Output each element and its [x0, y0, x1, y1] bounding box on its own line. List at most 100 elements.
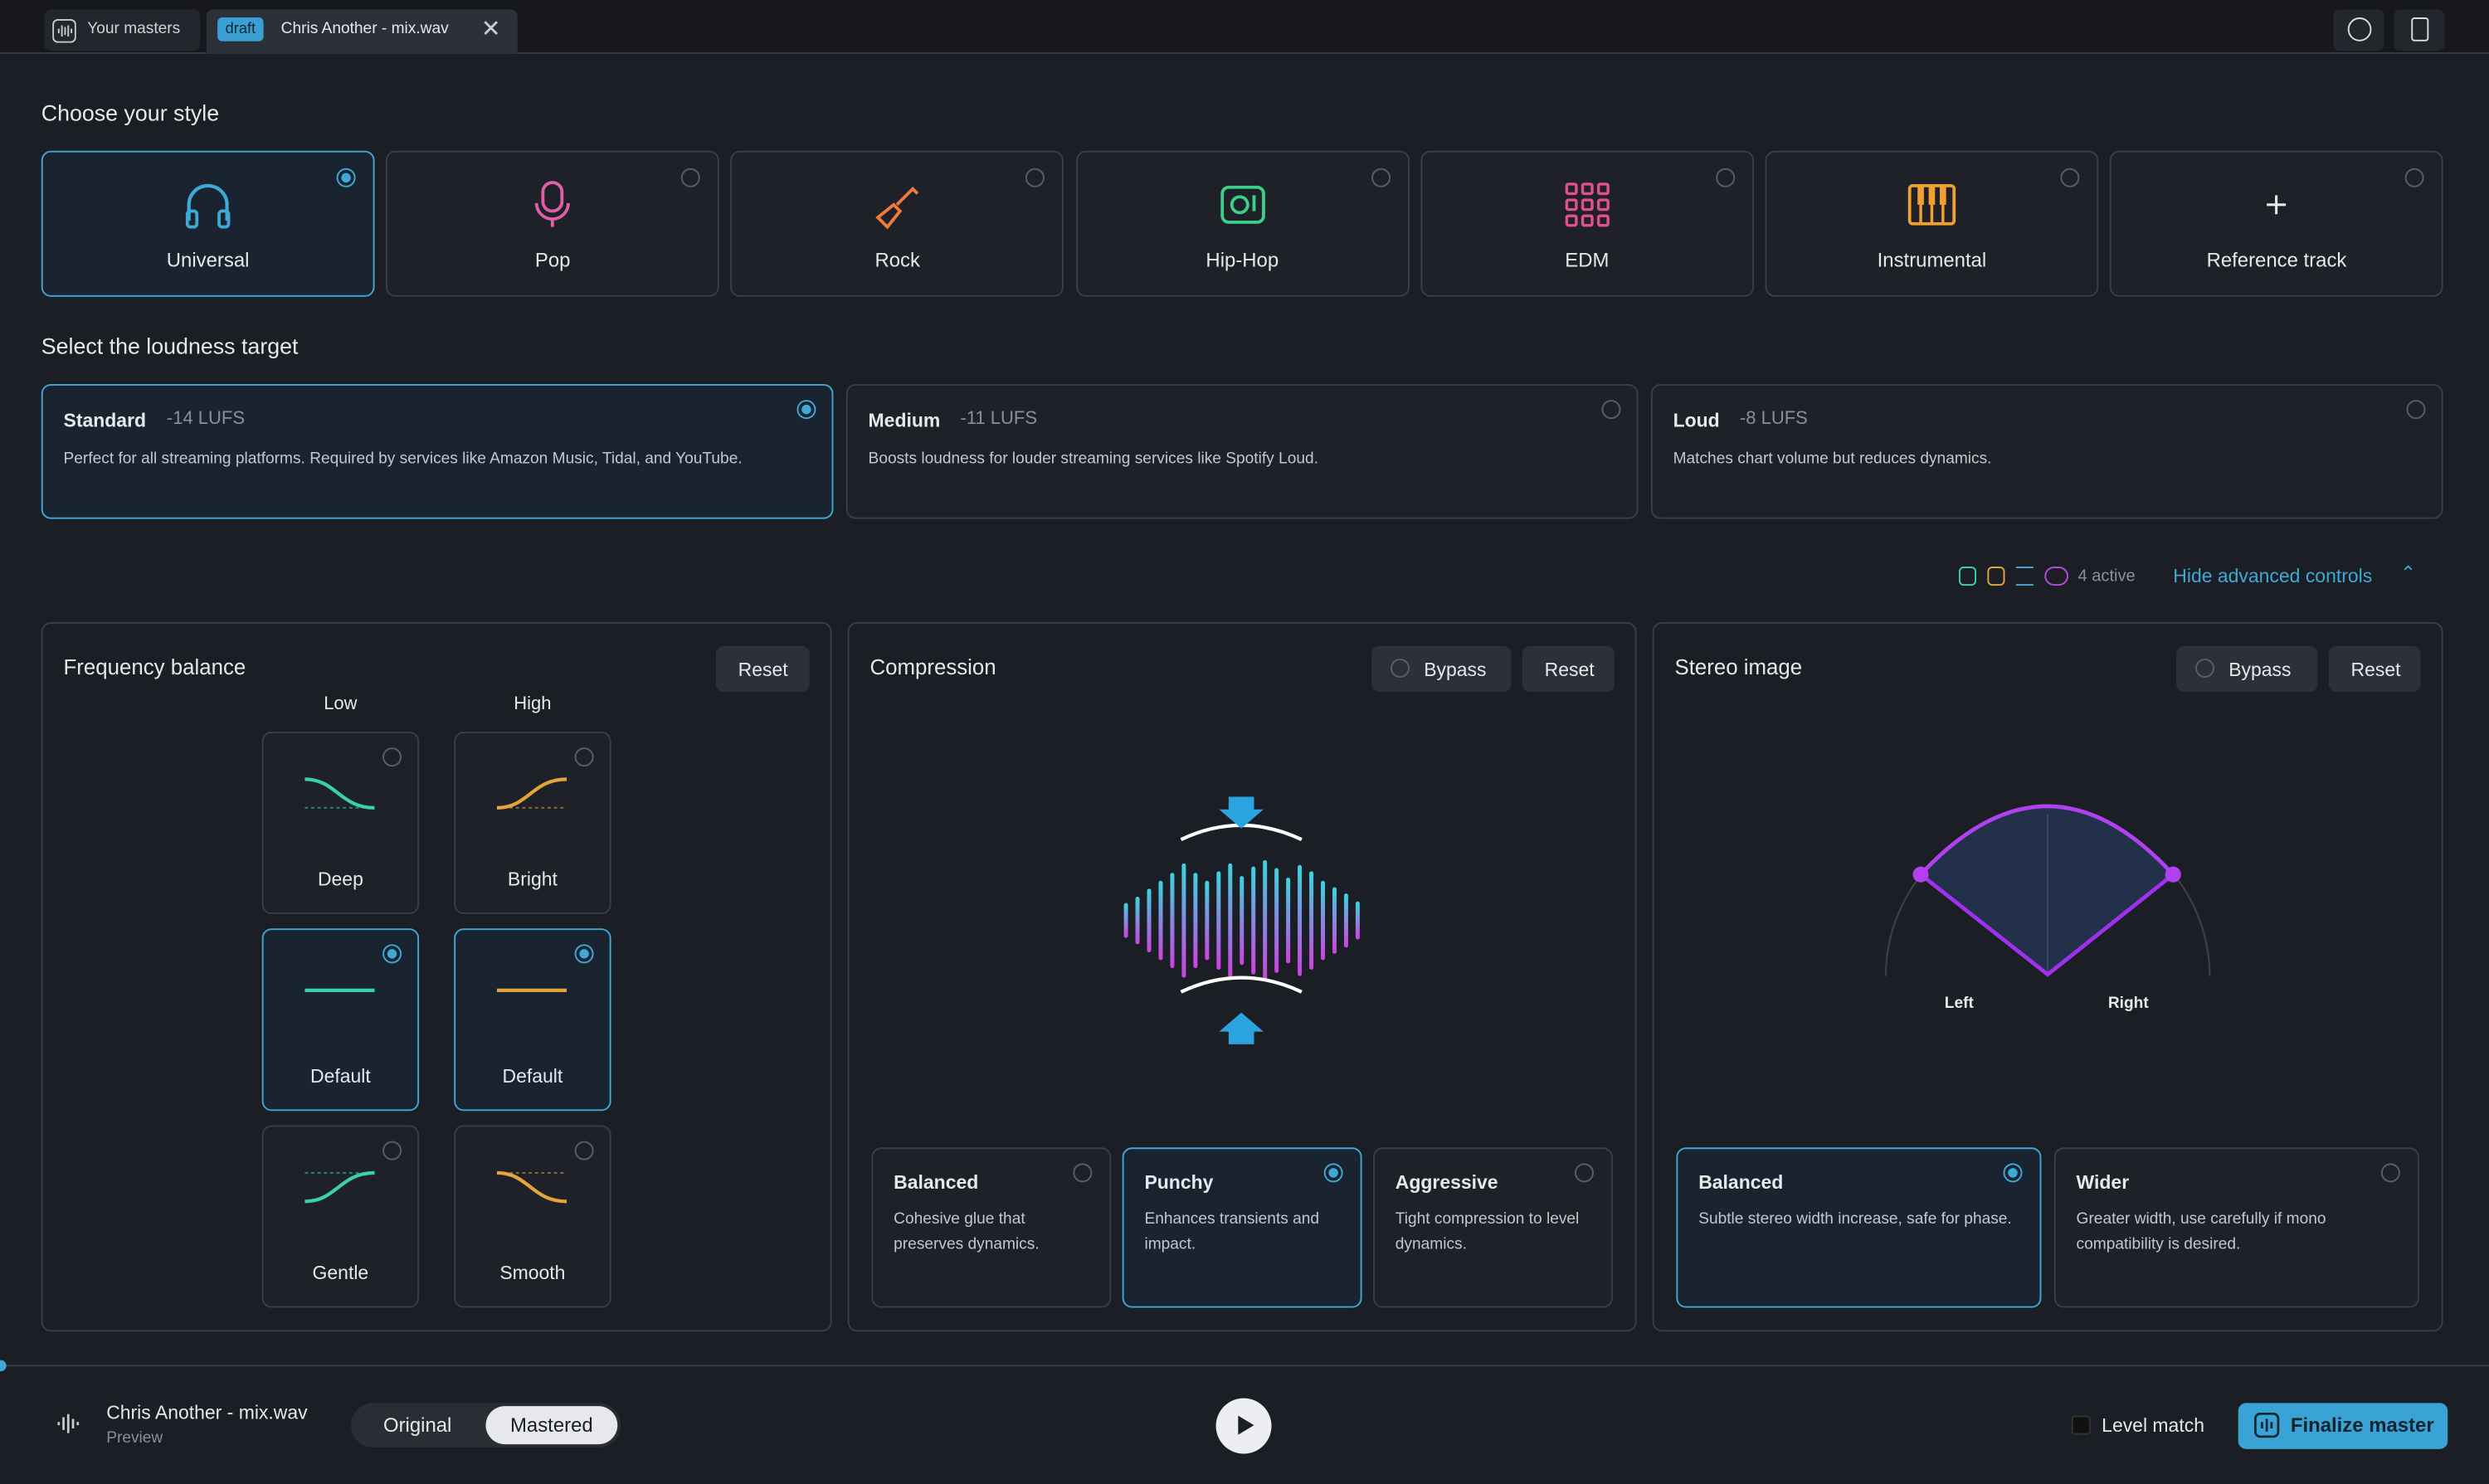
eq-label[interactable]: Bright	[507, 868, 558, 891]
radio[interactable]	[1715, 168, 1735, 187]
radio[interactable]	[1323, 1163, 1343, 1183]
eq-label[interactable]: Default	[310, 1064, 371, 1087]
style-card[interactable]	[730, 150, 1064, 297]
eq-label[interactable]: Gentle	[312, 1262, 369, 1284]
button-label[interactable]: Bypass	[2228, 659, 2292, 681]
style-card[interactable]	[41, 150, 375, 297]
account-icon[interactable]	[2411, 17, 2429, 41]
advanced-toggle[interactable]: Hide advanced controls	[2173, 565, 2373, 587]
radio[interactable]	[1601, 400, 1621, 420]
graphic	[1332, 887, 1337, 954]
radio[interactable]	[382, 747, 402, 767]
finalize-label[interactable]: Finalize master	[2290, 1413, 2434, 1437]
option-card[interactable]	[1676, 1147, 2042, 1308]
style-label[interactable]: Instrumental	[1877, 249, 1987, 272]
radio[interactable]	[796, 400, 816, 420]
seek-handle[interactable]	[0, 1360, 7, 1372]
radio[interactable]	[681, 168, 701, 187]
seek-line[interactable]	[0, 1365, 2489, 1367]
button-label[interactable]: Bypass	[1424, 659, 1487, 681]
button-label[interactable]: Reset	[738, 659, 788, 681]
style-card[interactable]	[1420, 150, 1754, 297]
radio[interactable]	[574, 1141, 594, 1160]
style-card[interactable]	[2110, 150, 2443, 297]
option-card[interactable]	[871, 1147, 1112, 1308]
radio[interactable]	[382, 1141, 402, 1160]
eq-label[interactable]: Deep	[317, 868, 363, 891]
style-label[interactable]: Pop	[534, 249, 571, 272]
option-card[interactable]	[1372, 1147, 1613, 1308]
style-label[interactable]: Hip-Hop	[1206, 249, 1279, 272]
graphic	[1158, 880, 1163, 961]
option-description: Greater width, use carefully if mono com…	[2076, 1210, 2326, 1254]
loudness-card[interactable]	[845, 384, 1639, 519]
option-name[interactable]: Wider	[2076, 1170, 2130, 1194]
radio[interactable]	[382, 944, 402, 964]
radio[interactable]	[574, 944, 594, 964]
bypass-radio[interactable]	[1391, 659, 1410, 678]
option-card[interactable]	[2053, 1147, 2419, 1308]
eq-curve	[496, 963, 567, 1017]
help-icon[interactable]	[2347, 17, 2372, 41]
loudness-name[interactable]: Medium	[868, 409, 941, 432]
loudness-lufs[interactable]: -8 LUFS	[1739, 409, 1808, 429]
eq-card[interactable]	[261, 1125, 420, 1308]
radio[interactable]	[2406, 400, 2426, 420]
radio[interactable]	[2060, 168, 2080, 187]
level-match-label[interactable]: Level match	[2102, 1413, 2204, 1437]
option-name[interactable]: Punchy	[1144, 1170, 1214, 1194]
radio[interactable]	[574, 747, 594, 767]
option-card[interactable]	[1122, 1147, 1362, 1308]
radio[interactable]	[2003, 1163, 2023, 1183]
radio[interactable]	[1371, 168, 1391, 187]
button[interactable]	[2328, 645, 2421, 693]
graphic	[185, 183, 231, 229]
button[interactable]	[1522, 645, 1615, 693]
loudness-lufs[interactable]: -14 LUFS	[166, 409, 246, 429]
radio-dot[interactable]	[801, 404, 811, 415]
mode-label[interactable]: Mastered	[509, 1413, 593, 1437]
panel	[1652, 622, 2443, 1332]
finalize-button[interactable]	[2238, 1403, 2448, 1449]
option-name[interactable]: Balanced	[894, 1170, 979, 1194]
radio[interactable]	[1025, 168, 1045, 187]
bypass-radio[interactable]	[2195, 659, 2215, 678]
loudness-card[interactable]	[41, 384, 834, 519]
option-name[interactable]: Balanced	[1698, 1170, 1784, 1194]
button-label[interactable]: Reset	[1544, 659, 1595, 681]
level-match-checkbox[interactable]	[2071, 1415, 2091, 1435]
style-label[interactable]: Reference track	[2206, 249, 2347, 272]
radio-dot[interactable]	[1328, 1168, 1338, 1178]
home-tab[interactable]	[44, 9, 201, 51]
radio-dot[interactable]	[579, 949, 589, 959]
eq-label[interactable]: Default	[502, 1064, 563, 1087]
account-button[interactable]	[2394, 9, 2445, 51]
button[interactable]	[715, 645, 810, 693]
close-tab[interactable]: ✕	[480, 16, 501, 43]
radio[interactable]	[1073, 1163, 1093, 1183]
style-label[interactable]: Rock	[874, 249, 920, 272]
loudness-lufs[interactable]: -11 LUFS	[960, 409, 1038, 429]
home-tab-label[interactable]: Your masters	[87, 20, 181, 38]
style-label[interactable]: EDM	[1565, 249, 1610, 272]
button-label[interactable]: Reset	[2350, 659, 2401, 681]
style-card[interactable]	[1075, 150, 1410, 297]
radio-dot[interactable]	[2008, 1168, 2018, 1178]
chevron[interactable]: ⌃	[2399, 562, 2417, 585]
radio[interactable]	[1574, 1163, 1594, 1183]
radio[interactable]	[2380, 1163, 2400, 1183]
loudness-card[interactable]	[1650, 384, 2443, 519]
style-label[interactable]: Universal	[166, 249, 250, 272]
mode-button[interactable]	[485, 1406, 618, 1445]
radio[interactable]	[2404, 168, 2424, 187]
eq-label[interactable]: Smooth	[499, 1262, 566, 1284]
play-icon[interactable]	[1238, 1415, 1254, 1435]
option-name[interactable]: Aggressive	[1395, 1170, 1498, 1194]
loudness-name[interactable]: Loud	[1673, 409, 1720, 432]
loudness-name[interactable]: Standard	[63, 409, 147, 432]
mode-label[interactable]: Original	[382, 1413, 452, 1437]
file-tab-label[interactable]: Chris Another - mix.wav	[280, 20, 449, 38]
radio-dot[interactable]	[387, 949, 397, 959]
radio[interactable]	[336, 168, 356, 187]
radio-dot[interactable]	[341, 173, 351, 183]
